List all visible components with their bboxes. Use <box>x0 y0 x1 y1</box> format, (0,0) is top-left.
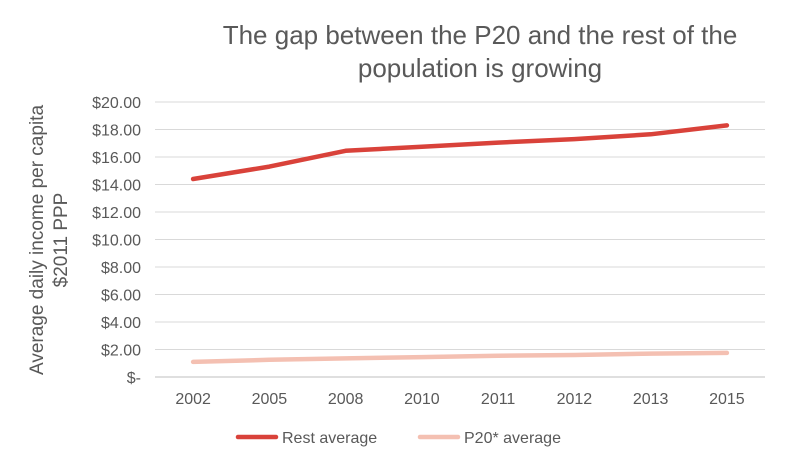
chart-title-line-1: The gap between the P20 and the rest of … <box>222 20 738 50</box>
y-axis-label: Average daily income per capita $2011 PPP <box>27 105 72 375</box>
legend-label: P20* average <box>464 430 561 447</box>
gridlines <box>155 101 765 378</box>
x-tick-label: 2010 <box>404 391 440 408</box>
x-tick-label: 2015 <box>709 391 745 408</box>
x-tick-label: 2011 <box>481 391 516 408</box>
x-tick-label: 2012 <box>557 391 593 408</box>
chart-title-line-2: population is growing <box>357 53 603 83</box>
y-tick-label: $- <box>127 370 141 387</box>
series-line-1 <box>190 350 730 365</box>
y-tick-label: $12.00 <box>92 205 141 222</box>
x-tick-labels: 2002 2005 2008 2010 2011 2012 2013 2015 <box>175 391 744 408</box>
series-lines <box>190 123 730 365</box>
legend-label: Rest average <box>282 430 377 447</box>
y-tick-label: $18.00 <box>92 123 141 140</box>
series-line-0 <box>190 123 730 182</box>
y-axis-label-line: Average daily income per capita <box>27 105 48 375</box>
x-tick-label: 2002 <box>175 391 211 408</box>
y-tick-label: $14.00 <box>92 178 141 195</box>
legend: Rest average P20* average <box>235 430 561 447</box>
y-tick-label: $10.00 <box>92 233 141 250</box>
x-tick-label: 2013 <box>633 391 669 408</box>
y-tick-label: $2.00 <box>101 343 141 360</box>
y-axis-label-line: $2011 PPP <box>51 193 72 288</box>
x-tick-label: 2005 <box>252 391 288 408</box>
y-tick-label: $16.00 <box>92 150 141 167</box>
y-tick-label: $4.00 <box>101 315 141 332</box>
y-tick-label: $6.00 <box>101 288 141 305</box>
x-tick-label: 2008 <box>328 391 364 408</box>
y-tick-label: $8.00 <box>101 260 141 277</box>
y-tick-labels: $- $2.00 $4.00 $6.00 $8.00 $10.00 $12.00 $14.00… <box>92 95 141 387</box>
y-tick-label: $20.00 <box>92 95 141 112</box>
